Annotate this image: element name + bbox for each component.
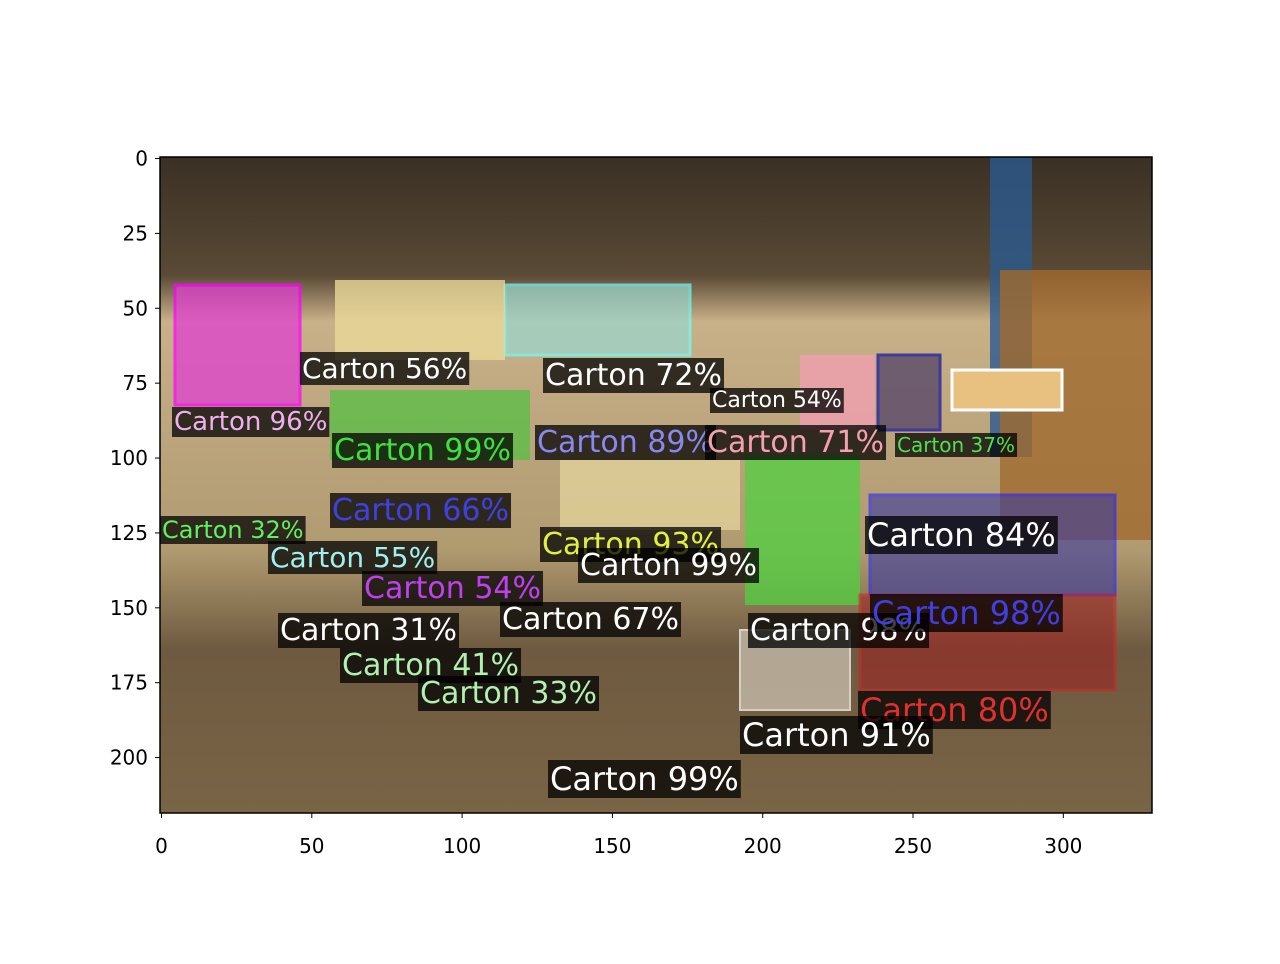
detection-label: Carton 66% [332, 493, 509, 528]
detection-label: Carton 56% [302, 352, 467, 385]
detection-label: Carton 54% [364, 571, 541, 606]
label-background [578, 548, 760, 583]
label-background [268, 541, 438, 574]
y-tick-label: 50 [123, 296, 148, 320]
detection-label: Carton 89% [537, 425, 714, 460]
y-tick-label: 125 [110, 521, 148, 545]
photo [160, 157, 1152, 813]
detection-label: Carton 37% [897, 433, 1015, 457]
detection-label: Carton 71% [707, 425, 884, 460]
label-background [548, 760, 741, 798]
axes-frame [159, 156, 1153, 814]
detection-label: Carton 84% [867, 516, 1056, 554]
y-tick-label: 25 [123, 221, 148, 245]
label-background [870, 594, 1063, 632]
label-background [330, 493, 512, 528]
detection-labels: Carton 56%Carton 96%Carton 99%Carton 72%… [160, 352, 1063, 798]
detection-label: Carton 32% [162, 516, 304, 544]
y-tick-label: 200 [110, 746, 148, 770]
label-background [710, 388, 844, 413]
label-background [543, 358, 725, 393]
x-tick-label: 250 [894, 834, 932, 858]
x-tick-label: 0 [155, 834, 168, 858]
detection-label: Carton 91% [742, 716, 931, 754]
label-background [895, 433, 1018, 457]
y-tick-label: 75 [123, 371, 148, 395]
label-background [362, 571, 544, 606]
detection-label: Carton 33% [420, 676, 597, 711]
y-tick-label: 0 [135, 146, 148, 170]
detection-label: Carton 99% [550, 760, 739, 798]
label-background [535, 425, 717, 460]
x-tick-label: 300 [1044, 834, 1082, 858]
x-tick-label: 50 [299, 834, 324, 858]
label-background [300, 352, 470, 385]
label-background [865, 516, 1058, 554]
label-background [500, 602, 682, 637]
label-background [332, 433, 514, 468]
detection-label: Carton 99% [580, 548, 757, 583]
x-tick-label: 150 [593, 834, 631, 858]
detection-label: Carton 72% [545, 358, 722, 393]
detection-label: Carton 96% [174, 407, 327, 437]
detection-label: Carton 54% [712, 388, 842, 413]
y-tick-label: 175 [110, 671, 148, 695]
label-background [418, 676, 600, 711]
y-tick-label: 150 [110, 596, 148, 620]
detection-label: Carton 31% [280, 613, 457, 648]
label-background [705, 425, 887, 460]
label-background [160, 516, 306, 544]
detection-label: Carton 98% [872, 594, 1061, 632]
x-tick-label: 100 [443, 834, 481, 858]
label-background [278, 613, 460, 648]
label-background [172, 407, 330, 437]
x-tick-label: 200 [744, 834, 782, 858]
detection-label: Carton 99% [334, 433, 511, 468]
y-tick-label: 100 [110, 446, 148, 470]
label-background [740, 716, 933, 754]
detection-label: Carton 67% [502, 602, 679, 637]
detection-label: Carton 55% [270, 541, 435, 574]
